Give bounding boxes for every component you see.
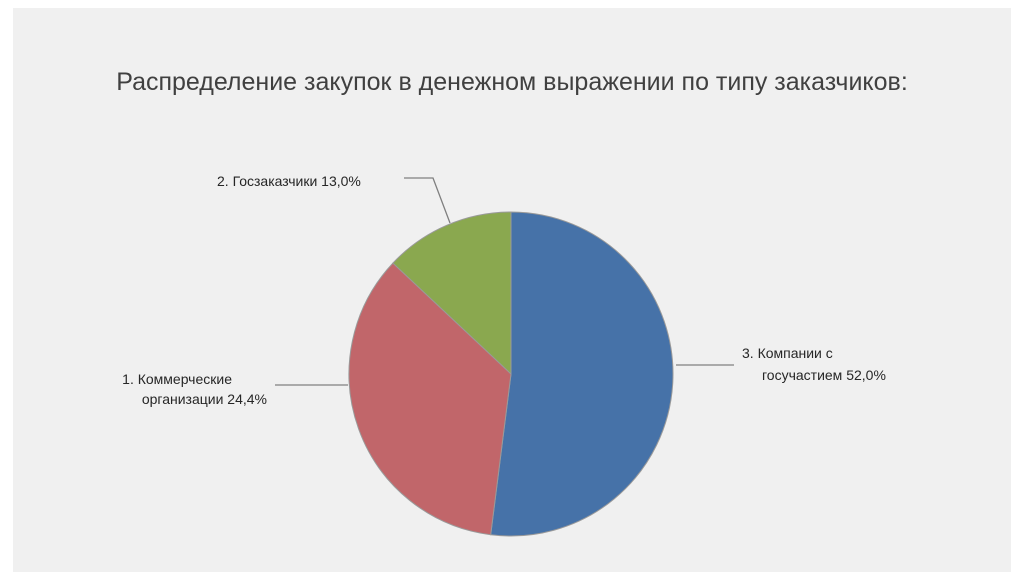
pie-slices (348, 211, 674, 537)
label-government: 2. Госзаказчики 13,0% (217, 173, 361, 189)
label-companies-line-1: 3. Компании с (742, 345, 833, 361)
slice-companies (490, 211, 674, 537)
slice-commercial (348, 262, 512, 536)
leader-lines (275, 177, 734, 386)
leader-government (404, 177, 451, 224)
data-labels: 3. Компании с госучастием 52,0% 1. Коммерч… (122, 173, 886, 407)
label-commercial-line-1: 1. Коммерческие (122, 371, 232, 387)
label-commercial-line-2: организации 24,4% (142, 391, 267, 407)
chart-title: Распределение закупок в денежном выражен… (116, 68, 908, 96)
label-companies-line-2: госучастием 52,0% (762, 367, 886, 383)
slice-government (392, 211, 512, 376)
